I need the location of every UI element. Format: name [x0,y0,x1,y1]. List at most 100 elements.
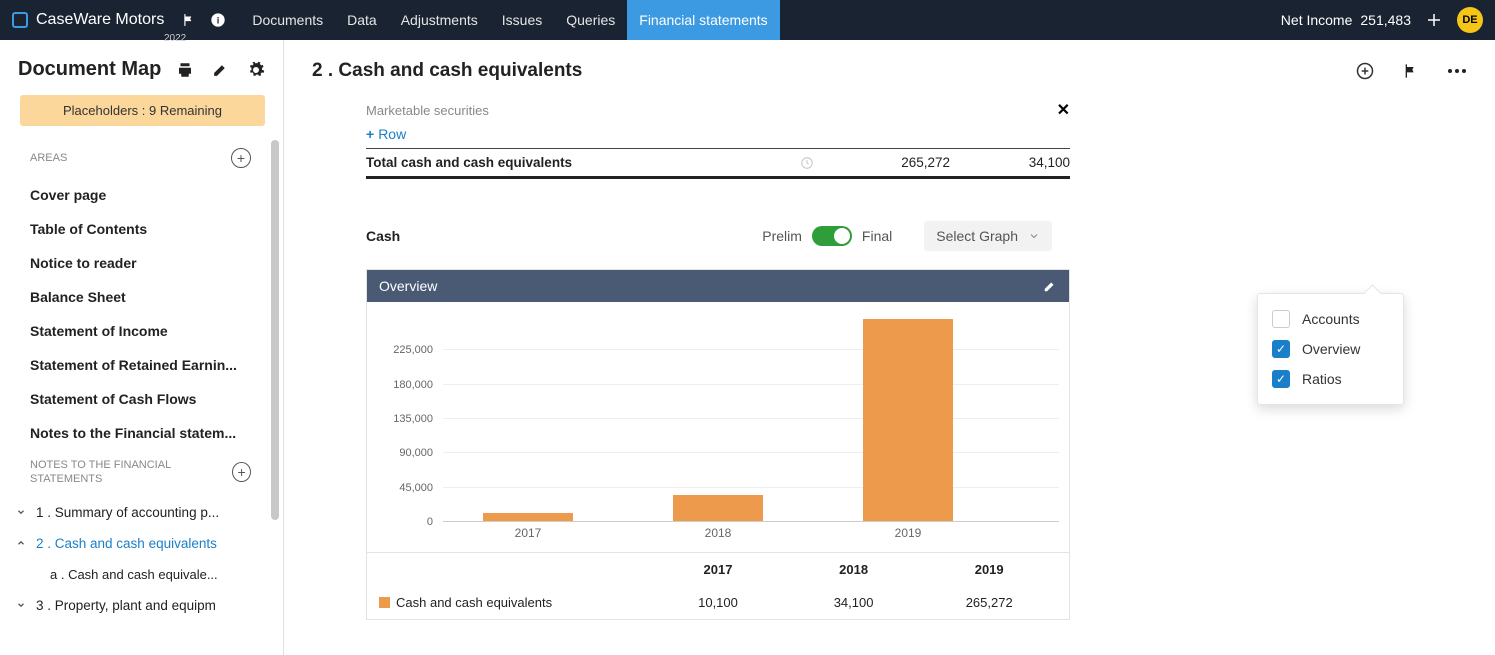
net-income-label: Net Income [1281,12,1353,28]
chart-table: 2017 2018 2019 Cash and cash equivalents… [367,552,1069,619]
y-tick-label: 45,000 [399,482,433,494]
flag-icon[interactable] [1403,63,1419,79]
checkbox[interactable]: ✓ [1272,370,1290,388]
totals-v1: 265,272 [820,155,950,170]
avatar[interactable]: DE [1457,7,1483,33]
brand-name: CaseWare Motors [36,11,164,29]
page-title: 2 . Cash and cash equivalents [312,60,582,82]
sidebar: Document Map Placeholders : 9 Remaining … [0,40,284,655]
sidebar-note-item[interactable]: 2 . Cash and cash equivalents [0,528,269,559]
sidebar-scrollbar[interactable] [271,140,281,645]
placeholders-badge[interactable]: Placeholders : 9 Remaining [20,95,265,126]
prelim-label: Prelim [762,228,802,244]
x-tick-label: 2019 [863,526,953,540]
topnav: DocumentsDataAdjustmentsIssuesQueriesFin… [240,0,779,40]
chart-bar [673,495,763,521]
cash-bar: Cash Prelim Final Select Graph [312,221,1052,251]
chart-bar [483,513,573,521]
topnav-item[interactable]: Queries [554,0,627,40]
add-circle-icon[interactable] [1355,61,1375,81]
net-income: Net Income 251,483 [1281,12,1411,28]
svg-text:i: i [217,15,220,25]
sidebar-note-label: 3 . Property, plant and equipm [36,598,216,613]
sidebar-area-item[interactable]: Statement of Income [0,314,269,348]
legend-swatch [379,597,390,608]
print-icon[interactable] [176,61,194,79]
add-area-button[interactable]: + [231,148,251,168]
securities-label: Marketable securities [366,103,489,118]
dropdown-option[interactable]: Accounts [1264,304,1397,334]
sidebar-area-item[interactable]: Cover page [0,178,269,212]
add-note-button[interactable]: + [232,462,251,482]
areas-header: AREAS + [0,140,269,178]
doc-map-title: Document Map [18,58,161,81]
sidebar-note-label: 1 . Summary of accounting p... [36,505,219,520]
topnav-item[interactable]: Documents [240,0,335,40]
chart-body: 045,00090,000135,000180,000225,000 20172… [367,302,1069,552]
brand: CaseWare Motors 2022 [12,11,164,29]
gear-icon[interactable] [247,61,265,79]
final-label: Final [862,228,892,244]
y-tick-label: 225,000 [393,344,433,356]
chart-card: Overview 045,00090,000135,000180,000225,… [366,269,1070,620]
topnav-item[interactable]: Financial statements [627,0,779,40]
dropdown-option-label: Ratios [1302,371,1342,387]
checkbox[interactable]: ✓ [1272,340,1290,358]
sidebar-area-item[interactable]: Notice to reader [0,246,269,280]
info-icon[interactable]: i [210,12,226,28]
chart-table-header: 2017 2018 2019 [367,553,1069,586]
close-icon[interactable]: ✕ [1057,100,1070,120]
x-tick-label: 2017 [483,526,573,540]
y-tick-label: 180,000 [393,379,433,391]
sidebar-note-child[interactable]: a . Cash and cash equivale... [0,559,269,590]
securities-row: Marketable securities ✕ [312,100,1070,120]
sidebar-area-item[interactable]: Balance Sheet [0,280,269,314]
chart-edit-icon[interactable] [1043,279,1057,293]
plus-icon[interactable] [1425,11,1443,29]
prelim-final-toggle[interactable] [812,226,852,246]
sidebar-area-item[interactable]: Statement of Cash Flows [0,382,269,416]
cash-label: Cash [366,228,400,244]
brand-icon [12,12,28,28]
topbar: CaseWare Motors 2022 i DocumentsDataAdju… [0,0,1495,40]
chart-bar [863,319,953,521]
topnav-item[interactable]: Adjustments [389,0,490,40]
areas-label: AREAS [30,152,67,164]
dropdown-option[interactable]: ✓Overview [1264,334,1397,364]
series-label: Cash and cash equivalents [396,595,552,610]
y-tick-label: 0 [427,516,433,528]
totals-v2: 34,100 [950,155,1070,170]
sidebar-note-item[interactable]: 1 . Summary of accounting p... [0,497,269,528]
doc-map-header: Document Map [0,58,283,95]
topbar-right: Net Income 251,483 DE [1281,7,1483,33]
history-icon[interactable] [800,156,820,170]
topnav-item[interactable]: Data [335,0,389,40]
totals-label: Total cash and cash equivalents [366,155,800,170]
select-graph-button[interactable]: Select Graph [924,221,1052,251]
flag-icon[interactable] [182,13,196,27]
dropdown-option-label: Accounts [1302,311,1360,327]
x-tick-label: 2018 [673,526,763,540]
chevron-up-icon [16,538,28,548]
edit-icon[interactable] [212,61,229,79]
add-row-button[interactable]: +Row [312,126,1467,142]
sidebar-note-item[interactable]: 3 . Property, plant and equipm [0,590,269,621]
notes-header: NOTES TO THE FINANCIAL STATEMENTS + [0,450,269,497]
main: 2 . Cash and cash equivalents Marketable… [284,40,1495,655]
select-graph-dropdown: Accounts✓Overview✓Ratios [1257,293,1404,405]
more-icon[interactable] [1447,68,1467,74]
checkbox[interactable] [1272,310,1290,328]
sidebar-area-item[interactable]: Statement of Retained Earnin... [0,348,269,382]
chevron-down-icon [1028,230,1040,242]
topbar-icon-group: i [182,12,226,28]
add-row-label: Row [378,126,406,142]
dropdown-option[interactable]: ✓ Ratios [1264,364,1397,394]
sidebar-area-item[interactable]: Table of Contents [0,212,269,246]
y-tick-label: 90,000 [399,447,433,459]
topnav-item[interactable]: Issues [490,0,554,40]
chart-title: Overview [379,278,437,294]
select-graph-label: Select Graph [936,228,1018,244]
sidebar-note-label: 2 . Cash and cash equivalents [36,536,217,551]
chart-table-row: Cash and cash equivalents 10,100 34,100 … [367,586,1069,619]
sidebar-area-item[interactable]: Notes to the Financial statem... [0,416,269,450]
